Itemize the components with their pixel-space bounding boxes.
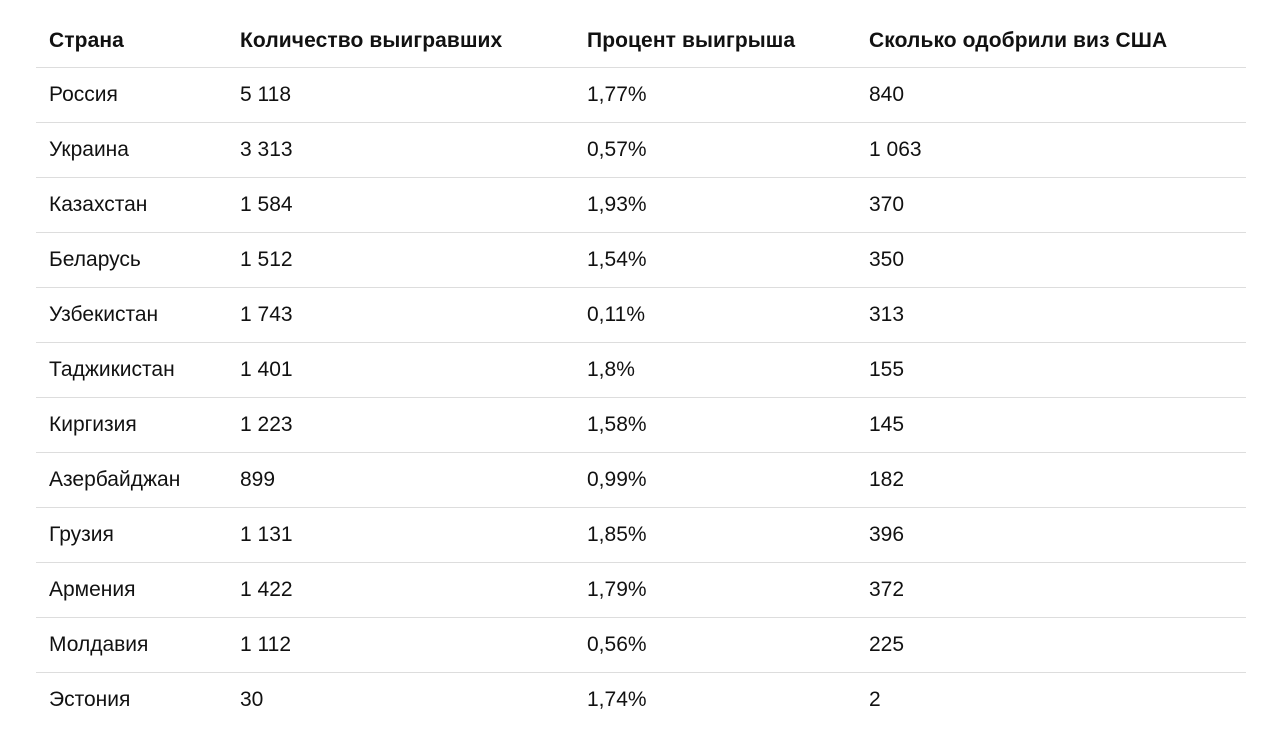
visa-lottery-table: Страна Количество выигравших Процент выи… bbox=[36, 14, 1246, 727]
cell-us-visas-approved: 370 bbox=[856, 177, 1246, 233]
cell-us-visas-approved: 182 bbox=[856, 452, 1246, 508]
cell-us-visas-approved: 840 bbox=[856, 67, 1246, 123]
cell-country: Эстония bbox=[49, 688, 131, 711]
table-row: Киргизия 1 223 1,58% 145 bbox=[36, 397, 1246, 453]
cell-win-percent: 1,77% bbox=[574, 67, 856, 123]
table-row: Таджикистан 1 401 1,8% 155 bbox=[36, 342, 1246, 398]
cell-win-percent: 0,99% bbox=[574, 452, 856, 508]
cell-winners-count: 899 bbox=[227, 452, 574, 508]
cell-country: Казахстан bbox=[36, 177, 227, 233]
cell-win-percent: 0,56% bbox=[574, 617, 856, 673]
cell-us-visas-approved: 313 bbox=[856, 287, 1246, 343]
header-us-visas-approved: Сколько одобрили виз США bbox=[856, 14, 1246, 68]
cell-winners-count: 30 bbox=[240, 688, 264, 711]
cell-winners-count: 1 743 bbox=[227, 287, 574, 343]
table-header: Страна Количество выигравших Процент выи… bbox=[36, 14, 1246, 68]
cell-us-visas-approved: 350 bbox=[856, 232, 1246, 288]
cell-win-percent: 0,57% bbox=[574, 122, 856, 178]
table-row: Казахстан 1 584 1,93% 370 bbox=[36, 177, 1246, 233]
cell-country: Узбекистан bbox=[36, 287, 227, 343]
cell-country: Киргизия bbox=[36, 397, 227, 453]
table-body: Россия 5 118 1,77% 840 Украина 3 313 0,5… bbox=[36, 67, 1246, 728]
cell-win-percent: 1,58% bbox=[574, 397, 856, 453]
cell-win-percent: 1,8% bbox=[574, 342, 856, 398]
cell-winners-count: 1 401 bbox=[227, 342, 574, 398]
cell-country: Беларусь bbox=[36, 232, 227, 288]
header-winners-count: Количество выигравших bbox=[227, 14, 574, 68]
cell-us-visas-approved: 225 bbox=[856, 617, 1246, 673]
cell-winners-count: 5 118 bbox=[227, 67, 574, 123]
cell-winners-count: 1 131 bbox=[227, 507, 574, 563]
cell-country: Россия bbox=[36, 67, 227, 123]
cell-country: Азербайджан bbox=[36, 452, 227, 508]
table-row: Россия 5 118 1,77% 840 bbox=[36, 67, 1246, 123]
cell-us-visas-approved: 155 bbox=[856, 342, 1246, 398]
cell-winners-count: 1 112 bbox=[227, 617, 574, 673]
table-row: Беларусь 1 512 1,54% 350 bbox=[36, 232, 1246, 288]
header-win-percent: Процент выигрыша bbox=[574, 14, 856, 68]
table-row: Эстония 30 1,74% 2 bbox=[36, 673, 1246, 728]
cell-us-visas-approved: 372 bbox=[856, 562, 1246, 618]
cell-win-percent: 0,11% bbox=[574, 287, 856, 343]
cell-us-visas-approved: 2 bbox=[869, 688, 881, 711]
cell-country: Украина bbox=[36, 122, 227, 178]
cell-winners-count: 1 422 bbox=[227, 562, 574, 618]
cell-winners-count: 1 512 bbox=[227, 232, 574, 288]
cell-win-percent: 1,79% bbox=[574, 562, 856, 618]
cell-us-visas-approved: 145 bbox=[856, 397, 1246, 453]
cell-winners-count: 3 313 bbox=[227, 122, 574, 178]
cell-win-percent: 1,74% bbox=[587, 688, 647, 711]
table-row: Армения 1 422 1,79% 372 bbox=[36, 562, 1246, 618]
table-row: Узбекистан 1 743 0,11% 313 bbox=[36, 287, 1246, 343]
table-row: Молдавия 1 112 0,56% 225 bbox=[36, 617, 1246, 673]
header-country: Страна bbox=[36, 14, 227, 68]
cell-country: Таджикистан bbox=[36, 342, 227, 398]
table-row: Азербайджан 899 0,99% 182 bbox=[36, 452, 1246, 508]
header-row: Страна Количество выигравших Процент выи… bbox=[36, 14, 1246, 68]
cell-us-visas-approved: 1 063 bbox=[856, 122, 1246, 178]
cell-country: Грузия bbox=[36, 507, 227, 563]
table-row: Украина 3 313 0,57% 1 063 bbox=[36, 122, 1246, 178]
data-table-container: Страна Количество выигравших Процент выи… bbox=[36, 14, 1246, 727]
cell-win-percent: 1,85% bbox=[574, 507, 856, 563]
cell-winners-count: 1 584 bbox=[227, 177, 574, 233]
cell-country: Армения bbox=[36, 562, 227, 618]
cell-winners-count: 1 223 bbox=[227, 397, 574, 453]
cell-win-percent: 1,93% bbox=[574, 177, 856, 233]
cell-us-visas-approved: 396 bbox=[856, 507, 1246, 563]
cell-country: Молдавия bbox=[36, 617, 227, 673]
table-row: Грузия 1 131 1,85% 396 bbox=[36, 507, 1246, 563]
cell-win-percent: 1,54% bbox=[574, 232, 856, 288]
